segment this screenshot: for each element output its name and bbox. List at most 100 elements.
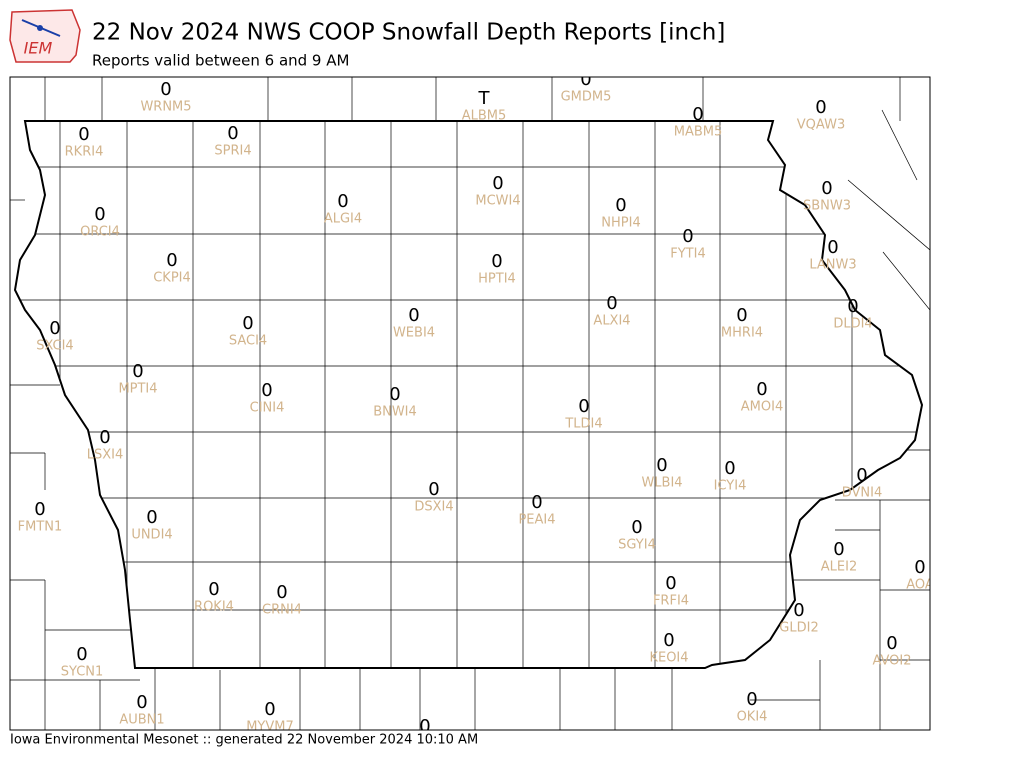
station-value: 0 <box>531 492 542 513</box>
station-value: 0 <box>491 251 502 272</box>
station-id: WRNM5 <box>140 100 191 115</box>
station-value: 0 <box>756 379 767 400</box>
station-id: CINI4 <box>250 401 285 416</box>
station-id: GLDI2 <box>779 621 818 636</box>
station-id: AOA <box>906 578 934 593</box>
station-value: 0 <box>136 692 147 713</box>
station-value: 0 <box>160 79 171 100</box>
station-id: ALBM5 <box>462 109 507 124</box>
station-id: UNDI4 <box>131 528 172 543</box>
station-id: DVNI4 <box>842 486 883 501</box>
station-id: FRFI4 <box>653 594 689 609</box>
station-value: 0 <box>34 499 45 520</box>
station-value: T <box>478 88 491 109</box>
station-value: 0 <box>631 517 642 538</box>
station-id: DSXI4 <box>414 500 453 515</box>
map-frame <box>9 76 931 731</box>
title: 22 Nov 2024 NWS COOP Snowfall Depth Repo… <box>92 20 725 46</box>
station-value: 0 <box>276 582 287 603</box>
state-border <box>13 120 924 669</box>
station-value: 0 <box>833 539 844 560</box>
station-value: 0 <box>656 455 667 476</box>
station-value: 0 <box>208 579 219 600</box>
station-id: RKRI4 <box>65 145 104 160</box>
station-value: 0 <box>146 507 157 528</box>
station-id: WLBI4 <box>641 476 682 491</box>
station-id: WEBI4 <box>393 326 435 341</box>
station-id: HPTI4 <box>478 272 516 287</box>
station-id: ALXI4 <box>593 314 630 329</box>
logo: IEM <box>9 9 81 63</box>
station-value: 0 <box>227 123 238 144</box>
station-value: 0 <box>682 226 693 247</box>
station-id: OKI4 <box>737 710 768 725</box>
station-id: ORCI4 <box>80 225 120 240</box>
station-id: ALGI4 <box>324 212 362 227</box>
station-id: MYVM7 <box>246 720 294 735</box>
station-value: 0 <box>615 195 626 216</box>
station-id: ICYI4 <box>714 479 747 494</box>
station-id: CRNI4 <box>262 603 302 618</box>
station-id: LANW3 <box>809 258 856 273</box>
subtitle: Reports valid between 6 and 9 AM <box>92 52 349 70</box>
station-id: SXCI4 <box>36 339 73 354</box>
station-value: 0 <box>492 173 503 194</box>
station-value: 0 <box>264 699 275 720</box>
station-value: 0 <box>337 191 348 212</box>
station-id: PEAI4 <box>518 513 555 528</box>
station-id: SACI4 <box>229 334 267 349</box>
station-value: 0 <box>132 361 143 382</box>
station-value: 0 <box>261 380 272 401</box>
station-value: 0 <box>736 305 747 326</box>
station-id: SGYI4 <box>618 538 656 553</box>
station-id: AUBN1 <box>119 713 164 728</box>
station-value: 0 <box>886 633 897 654</box>
station-value: 0 <box>166 250 177 271</box>
station-id: BNWI4 <box>373 405 417 420</box>
station-value: 0 <box>821 178 832 199</box>
station-id: SPRI4 <box>214 144 251 159</box>
station-id: MABM5 <box>674 125 723 140</box>
station-value: 0 <box>914 557 925 578</box>
station-value: 0 <box>419 716 430 737</box>
station-id: AVOI2 <box>872 654 911 669</box>
county-line <box>847 179 930 251</box>
station-id: AMOI4 <box>741 400 783 415</box>
station-id: DLDI4 <box>833 317 872 332</box>
station-value: 0 <box>606 293 617 314</box>
station-value: 0 <box>78 124 89 145</box>
station-value: 0 <box>724 458 735 479</box>
station-value: 0 <box>578 396 589 417</box>
station-value: 0 <box>793 600 804 621</box>
county-line <box>882 251 930 311</box>
station-id: FMTN1 <box>18 520 63 535</box>
station-id: SYCN1 <box>61 665 104 680</box>
station-value: 0 <box>389 384 400 405</box>
station-value: 0 <box>847 296 858 317</box>
station-id: MHRI4 <box>721 326 763 341</box>
station-value: 0 <box>815 97 826 118</box>
station-id: LSXI4 <box>87 448 124 463</box>
station-id: TLDI4 <box>564 417 602 432</box>
station-id: NHPI4 <box>601 216 640 231</box>
station-id: VQAW3 <box>797 118 845 133</box>
station-value: 0 <box>242 313 253 334</box>
station-id: KEOI4 <box>649 651 688 666</box>
station-value: 0 <box>580 69 591 90</box>
station-id: FYTI4 <box>670 247 705 262</box>
station-value: 0 <box>665 573 676 594</box>
station-id: ALEI2 <box>821 560 857 575</box>
station-value: 0 <box>94 204 105 225</box>
station-id: ROKI4 <box>194 600 234 615</box>
station-value: 0 <box>408 305 419 326</box>
station-value: 0 <box>746 689 757 710</box>
station-value: 0 <box>49 318 60 339</box>
station-id: GMDM5 <box>561 90 612 105</box>
footer: Iowa Environmental Mesonet :: generated … <box>10 733 478 748</box>
station-id: SBNW3 <box>803 199 851 214</box>
station-value: 0 <box>827 237 838 258</box>
station-value: 0 <box>428 479 439 500</box>
station-id: MPTI4 <box>118 382 157 397</box>
